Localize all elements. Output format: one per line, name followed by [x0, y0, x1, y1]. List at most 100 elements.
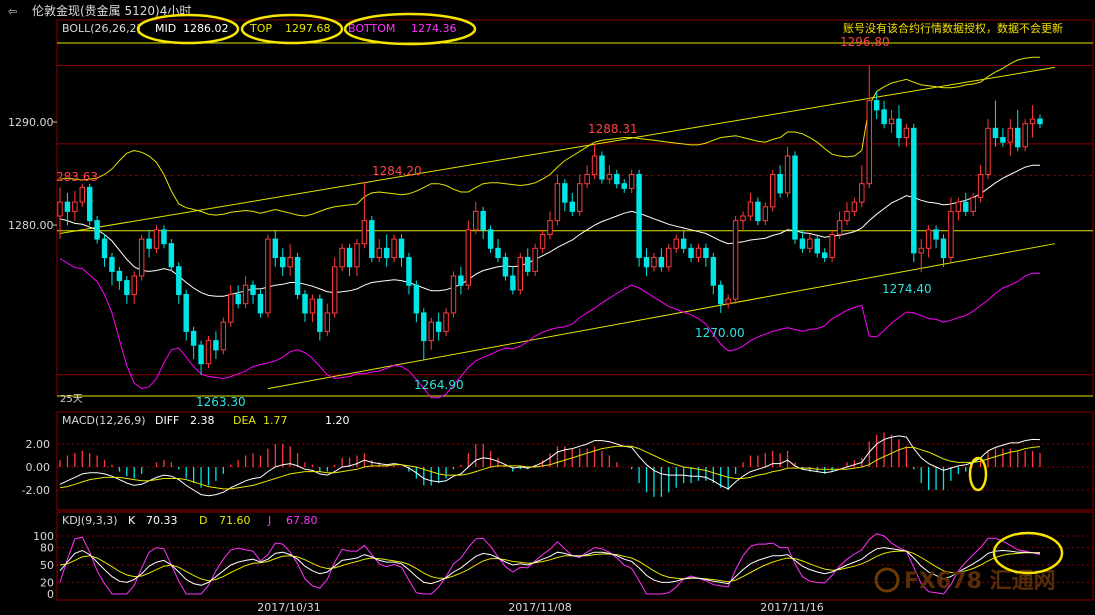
- macd-y-tick-label: 0.00: [26, 461, 51, 474]
- candle-body: [532, 247, 538, 272]
- candle-body: [666, 247, 672, 268]
- kdj-k-label: K: [128, 514, 136, 527]
- candle-body: [680, 238, 687, 249]
- candle-body: [807, 238, 813, 249]
- kdj-y-tick-label: 80: [40, 542, 54, 555]
- annotation-circle-bottom: [343, 12, 477, 46]
- license-notice: 账号没有该合约行情数据授权，数据不会更新: [843, 21, 1063, 35]
- candle-body: [198, 344, 204, 365]
- kdj-d-line: [59, 550, 1041, 583]
- candle-body: [940, 238, 947, 259]
- candle-body: [346, 247, 353, 268]
- annotation-circle-mid: [136, 13, 240, 45]
- candle-body: [896, 118, 902, 139]
- trendline: [59, 66, 1055, 235]
- panel-frame: [56, 511, 1094, 601]
- candle-body: [361, 220, 368, 245]
- candle-body: [948, 210, 954, 259]
- candle-body: [963, 201, 969, 212]
- candle-body: [718, 284, 724, 305]
- candle-body: [205, 340, 212, 365]
- price-annotation: 1296.80: [840, 35, 890, 49]
- candle-body: [465, 229, 472, 286]
- candle-body: [658, 257, 665, 268]
- candle-body: [821, 252, 828, 259]
- candle-body: [599, 155, 605, 180]
- candle-body: [131, 275, 137, 295]
- macd-dea-line: [59, 445, 1041, 490]
- candle-body: [740, 215, 746, 222]
- candle-body: [844, 210, 850, 222]
- candle-body: [220, 321, 227, 351]
- kdj-k-line: [59, 547, 1041, 586]
- macd-dea-value: 1.77: [263, 414, 288, 427]
- candle-body: [725, 298, 731, 305]
- candle-body: [985, 127, 991, 175]
- kdj-y-tick-label: 50: [40, 559, 54, 572]
- candle-body: [64, 201, 71, 212]
- window-title-arrow-icon[interactable]: ⇦: [8, 5, 17, 18]
- candle-body: [1029, 118, 1036, 125]
- candle-body: [651, 257, 657, 268]
- candle-body: [480, 210, 486, 231]
- main-y-tick-label: 1290.00: [8, 116, 54, 129]
- boll-top-value: 1297.68: [285, 22, 331, 35]
- candle-body: [888, 118, 895, 125]
- candle-body: [911, 127, 917, 254]
- candle-body: [591, 155, 598, 175]
- candle-body: [116, 270, 123, 282]
- candle-body: [213, 340, 219, 351]
- candle-body: [606, 173, 613, 180]
- candle-body: [176, 266, 182, 295]
- candle-body: [695, 247, 702, 259]
- candle-body: [109, 257, 115, 272]
- candle-body: [391, 238, 397, 259]
- candle-body: [287, 257, 293, 268]
- boll-top-label: TOP: [249, 22, 272, 35]
- macd-diff-value: 2.38: [190, 414, 215, 427]
- candle-body: [376, 247, 382, 259]
- candle-body: [413, 284, 420, 314]
- candle-body: [955, 201, 962, 212]
- kdj-y-tick-label: 20: [40, 576, 54, 589]
- x-axis-label: 2017/11/16: [760, 601, 823, 614]
- period-label: 25天: [60, 394, 83, 405]
- candle-body: [190, 330, 197, 346]
- candle-body: [294, 257, 301, 295]
- candle-body: [636, 173, 642, 259]
- candle-body: [576, 183, 583, 212]
- candle-body: [770, 173, 776, 208]
- x-axis-label: 2017/10/31: [257, 601, 320, 614]
- candle-body: [101, 238, 108, 259]
- candle-body: [1037, 118, 1043, 125]
- candle-body: [881, 109, 887, 125]
- macd-dea-label: DEA: [233, 414, 256, 427]
- candle-body: [124, 280, 130, 295]
- x-axis: 2017/10/31 2017/11/08 2017/11/16: [257, 601, 823, 614]
- candle-body: [814, 238, 821, 254]
- macd-legend-prefix: MACD(12,26,9): [62, 414, 146, 427]
- kdj-j-label: J: [267, 514, 271, 527]
- main-y-axis: 1290.00 1280.00: [8, 116, 57, 232]
- candle-body: [933, 229, 939, 240]
- candle-body: [250, 284, 256, 295]
- macd-y-tick-label: 2.00: [26, 438, 51, 451]
- candle-body: [398, 238, 405, 259]
- candle-body: [324, 312, 330, 332]
- panel-frames: [56, 19, 1094, 601]
- price-annotations: 283.63 1284.20 1288.31 1296.80 1263.30 1264.9…: [56, 35, 932, 409]
- candle-body: [829, 233, 835, 259]
- horizontal-levels: [57, 65, 1093, 376]
- price-annotation: 283.63: [56, 170, 98, 184]
- candle-body: [525, 257, 531, 272]
- candle-body: [755, 201, 761, 222]
- candle-body: [339, 247, 345, 268]
- kdj-d-value: 71.60: [219, 514, 251, 527]
- x-axis-label: 2017/11/08: [508, 601, 571, 614]
- candle-body: [354, 243, 360, 268]
- candle-body: [1007, 127, 1014, 143]
- candle-body: [79, 186, 86, 203]
- candle-body: [747, 201, 754, 217]
- candle-body: [86, 186, 93, 222]
